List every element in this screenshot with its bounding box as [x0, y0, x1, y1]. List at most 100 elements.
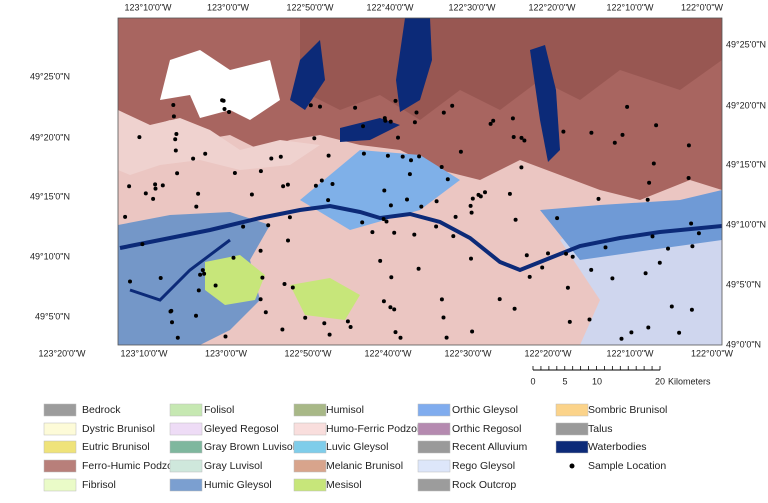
sample-point	[524, 253, 529, 258]
sample-point	[527, 274, 532, 279]
legend-label: Gleyed Regosol	[204, 423, 279, 435]
legend-swatch	[169, 422, 203, 436]
sample-point	[657, 260, 662, 265]
sample-point	[290, 285, 295, 290]
lat-label: 49°20'0"N	[30, 132, 70, 142]
sample-point	[348, 325, 353, 329]
sample-point	[361, 151, 366, 156]
sample-point	[412, 232, 417, 237]
legend-label: Talus	[588, 423, 613, 435]
lon-label: 123°0'0"W	[205, 348, 248, 358]
sample-point	[654, 123, 659, 128]
lat-label: 49°25'0"N	[726, 39, 766, 49]
sample-point	[282, 282, 287, 286]
sample-point	[263, 310, 268, 315]
lat-label: 49°25'0"N	[30, 71, 70, 81]
sample-point	[405, 197, 409, 202]
sample-point	[414, 110, 419, 115]
lon-label: 122°10'0"W	[606, 2, 654, 12]
sample-point	[200, 268, 205, 273]
legend-label: Sample Location	[588, 460, 666, 472]
sample-point	[143, 191, 148, 196]
sample-point	[258, 169, 263, 174]
sample-point	[690, 244, 695, 249]
sample-point	[258, 297, 263, 302]
sample-point	[507, 191, 512, 196]
sample-point	[589, 130, 594, 135]
scale-unit: Kilometers	[668, 376, 711, 386]
lon-label: 122°50'0"W	[284, 348, 332, 358]
legend-swatch	[43, 440, 77, 454]
sample-point	[645, 197, 650, 202]
sample-point	[153, 186, 158, 191]
sample-point	[360, 220, 365, 225]
legend-swatch	[417, 478, 451, 492]
lat-label: 49°5'0"N	[726, 279, 761, 289]
sample-point	[589, 267, 594, 272]
sample-point	[596, 196, 601, 201]
legend-label: Gray Luvisol	[204, 460, 262, 472]
sample-point	[519, 165, 524, 170]
sample-point	[417, 154, 422, 159]
legend-marker	[569, 463, 575, 469]
sample-point	[353, 105, 358, 110]
sample-point	[361, 124, 365, 129]
lat-label: 49°10'0"N	[726, 219, 766, 229]
legend: Bedrock Dystric Brunisol Eutric Brunisol Fe…	[43, 403, 667, 492]
sample-point	[175, 171, 180, 176]
lon-label: 123°20'0"W	[38, 348, 86, 358]
sample-point	[677, 330, 682, 335]
legend-label: Melanic Brunisol	[326, 460, 403, 472]
legend-swatch	[417, 440, 451, 454]
lat-label: 49°5'0"N	[35, 311, 70, 321]
sample-point	[318, 104, 322, 109]
sample-point	[196, 191, 201, 196]
sample-point	[171, 103, 176, 107]
legend-swatch	[555, 422, 589, 436]
sample-point	[393, 98, 398, 103]
sample-point	[587, 317, 592, 322]
lat-label: 49°0'0"N	[726, 339, 761, 349]
scale-label: 0	[530, 376, 535, 386]
legend-swatch	[417, 422, 451, 436]
legend-swatch	[417, 403, 451, 417]
legend-swatch	[417, 459, 451, 473]
sample-point	[398, 335, 403, 340]
humic-gleysol	[118, 212, 270, 345]
sample-point	[416, 266, 421, 271]
scale-bar: 0 5 10 20 Kilometers	[530, 366, 711, 386]
sample-point	[378, 258, 383, 263]
legend-label: Mesisol	[326, 479, 362, 491]
legend-swatch	[43, 422, 77, 436]
sample-point	[137, 135, 142, 140]
lake	[290, 40, 325, 110]
lon-label: 122°30'0"W	[444, 348, 492, 358]
sample-point	[269, 156, 274, 161]
lat-label: 49°15'0"N	[30, 191, 70, 201]
sample-point	[620, 132, 625, 137]
sample-point	[170, 320, 174, 325]
lon-label: 122°40'0"W	[364, 348, 412, 358]
map-frame	[117, 17, 723, 346]
sample-point	[160, 183, 165, 188]
legend-swatch	[43, 459, 77, 473]
sample-point	[647, 180, 652, 185]
sample-point	[445, 177, 450, 182]
sample-point	[470, 196, 475, 201]
sample-point	[666, 246, 670, 251]
sample-point	[497, 297, 502, 302]
legend-swatch	[555, 403, 589, 417]
sample-point	[327, 332, 332, 337]
sample-point	[483, 190, 487, 195]
legend-label: Recent Alluvium	[452, 441, 528, 453]
legend-label: Ferro-Humic Podzol	[82, 460, 175, 472]
sample-point	[612, 140, 617, 145]
sample-point	[322, 321, 327, 326]
sample-point	[450, 103, 455, 108]
sample-point	[561, 129, 566, 134]
legend-label: Waterbodies	[588, 441, 647, 453]
sample-point	[202, 271, 207, 276]
sample-point	[173, 148, 178, 153]
sample-point	[381, 299, 386, 304]
legend-swatch	[43, 478, 77, 492]
